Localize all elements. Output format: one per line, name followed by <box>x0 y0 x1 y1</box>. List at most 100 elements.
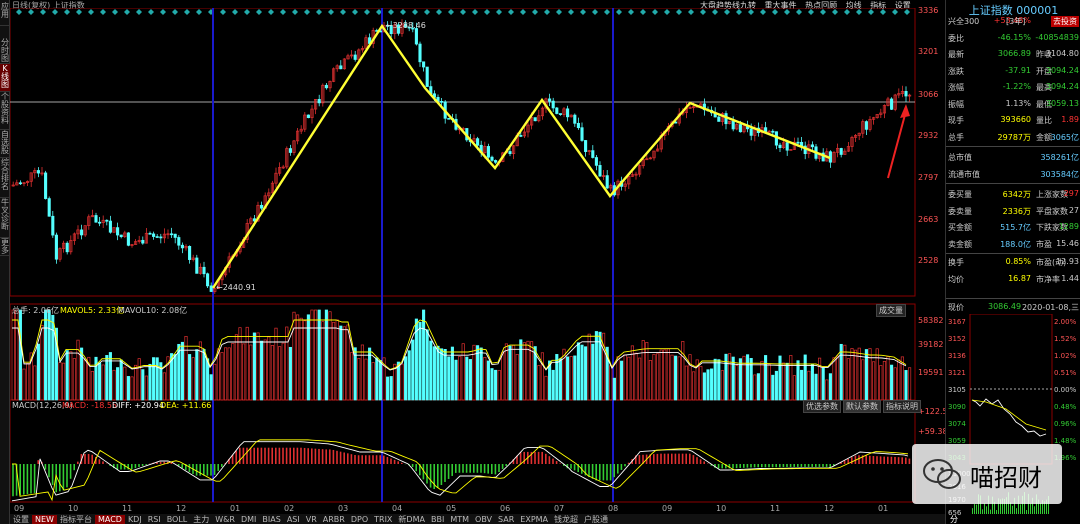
quote-a: 均价 <box>948 274 964 285</box>
month-tick: 12 <box>824 504 834 513</box>
volume-bar <box>181 342 183 400</box>
volume-bar <box>520 340 522 400</box>
bottom-tab[interactable]: SAR <box>495 515 517 524</box>
mini-price-tick: 3121 <box>948 369 966 377</box>
volume-bar <box>278 347 280 400</box>
bottom-tab[interactable]: W&R <box>212 515 238 524</box>
tab-more[interactable]: 更多 <box>0 238 10 256</box>
quote-d: 3094.24 <box>1046 82 1079 91</box>
candle <box>188 246 190 259</box>
bottom-tab[interactable]: BIAS <box>259 515 283 524</box>
volume-bar <box>660 350 662 400</box>
volume-bar <box>883 361 885 400</box>
bottom-tab[interactable]: BOLL <box>164 515 191 524</box>
now-label: 现价 <box>948 302 964 313</box>
bottom-tab[interactable]: BBI <box>428 515 447 524</box>
volume-bar <box>358 358 360 400</box>
quote-c: [3年] <box>1006 16 1025 27</box>
volume-bar <box>206 359 208 400</box>
volume-bar <box>300 318 302 400</box>
bottom-tab[interactable]: RSI <box>145 515 164 524</box>
volume-bar <box>876 349 878 400</box>
candle <box>415 28 417 44</box>
candle <box>52 216 54 235</box>
kline-chart[interactable]: ←3288.46 ←2440.91 <box>10 8 916 524</box>
volume-bar <box>109 352 111 400</box>
mini-vol-bar <box>984 503 985 514</box>
volume-bar <box>746 355 748 400</box>
bottom-tab[interactable]: 钱龙超 <box>551 514 581 524</box>
volume-bar <box>235 335 237 400</box>
month-tick: 09 <box>662 504 672 513</box>
bottom-tab[interactable]: 指标平台 <box>57 514 95 524</box>
volume-bar <box>700 366 702 400</box>
bottom-tab[interactable]: 新DMA <box>395 514 428 524</box>
volume-bar <box>833 358 835 400</box>
volume-bar <box>37 344 39 400</box>
candle <box>19 183 21 184</box>
month-tick: 05 <box>446 504 456 513</box>
bottom-tab[interactable]: MTM <box>447 515 472 524</box>
tab-timeshare[interactable]: 分时图 <box>0 38 10 64</box>
volume-bar <box>282 343 284 400</box>
volume-bar <box>685 366 687 400</box>
quote-d[interactable]: 去投资 <box>1051 16 1079 27</box>
bottom-tab[interactable]: ASI <box>284 515 303 524</box>
volume-bar <box>736 365 738 400</box>
bottom-tab[interactable]: EXPMA <box>517 515 551 524</box>
tab-diagnosis[interactable]: 牛叉诊断 <box>0 198 10 238</box>
volume-bar <box>844 345 846 400</box>
quote-c: 市盈 <box>1036 239 1052 250</box>
bottom-tab[interactable]: TRIX <box>371 515 395 524</box>
candle <box>448 118 450 119</box>
volume-bar <box>156 358 158 400</box>
bottom-tab[interactable]: DPO <box>348 515 371 524</box>
quote-row: 换手 0.85% 市盈(动) 12.93 <box>948 257 1079 269</box>
volume-bar <box>196 350 198 400</box>
bottom-tab[interactable]: 主力 <box>190 514 212 524</box>
bottom-tab[interactable]: KDJ <box>125 515 145 524</box>
candle <box>574 115 576 123</box>
indicator-help-button[interactable]: 指标说明 <box>883 400 921 413</box>
volume-bar <box>372 363 374 400</box>
quote-row: 买金额 515.7亿 下跌家数 1289 <box>948 222 1079 234</box>
volume-button[interactable]: 成交量 <box>876 304 906 317</box>
volume-bar <box>365 359 367 400</box>
volume-bar <box>840 344 842 400</box>
volume-bar <box>12 310 14 400</box>
bottom-tab[interactable]: OBV <box>472 515 495 524</box>
volume-bar <box>480 348 482 400</box>
volume-bar <box>800 370 802 400</box>
month-tick: 11 <box>770 504 780 513</box>
default-params-button[interactable]: 默认参数 <box>843 400 881 413</box>
candle <box>160 237 162 238</box>
volume-bar <box>66 351 68 400</box>
bottom-tab[interactable]: ARBR <box>320 515 348 524</box>
bottom-tab[interactable]: DMI <box>238 515 259 524</box>
quote-d: 3094.24 <box>1046 66 1079 75</box>
optimal-params-button[interactable]: 优选参数 <box>803 400 841 413</box>
mini-vol-bar <box>976 505 977 514</box>
bottom-tab[interactable]: 户股通 <box>581 514 611 524</box>
tab-stock-info[interactable]: 个股资料 <box>0 92 10 130</box>
volume-bar <box>811 364 813 400</box>
tab-kline[interactable]: K线图 <box>0 64 10 92</box>
mini-price-tick: 3152 <box>948 335 966 343</box>
tab-ranking[interactable]: 综合排名 <box>0 158 10 198</box>
tab-watchlist[interactable]: 自选股 <box>0 130 10 158</box>
candle <box>581 128 583 141</box>
quote-a: 振幅 <box>948 99 964 110</box>
month-tick: 04 <box>392 504 402 513</box>
volume-bar <box>577 343 579 400</box>
candle <box>318 99 320 103</box>
bottom-tab[interactable]: 设置 <box>10 514 32 524</box>
intraday-avg-line <box>972 400 1046 430</box>
candle <box>260 205 262 208</box>
volume-bar <box>102 365 104 400</box>
tab-app[interactable]: 应用 <box>0 2 10 26</box>
high-label: ←3288.46 <box>386 21 426 30</box>
bottom-tab[interactable]: MACD <box>95 515 125 524</box>
bottom-tab[interactable]: NEW <box>32 515 57 524</box>
bottom-tab[interactable]: VR <box>303 515 320 524</box>
volume-bar <box>412 340 414 400</box>
